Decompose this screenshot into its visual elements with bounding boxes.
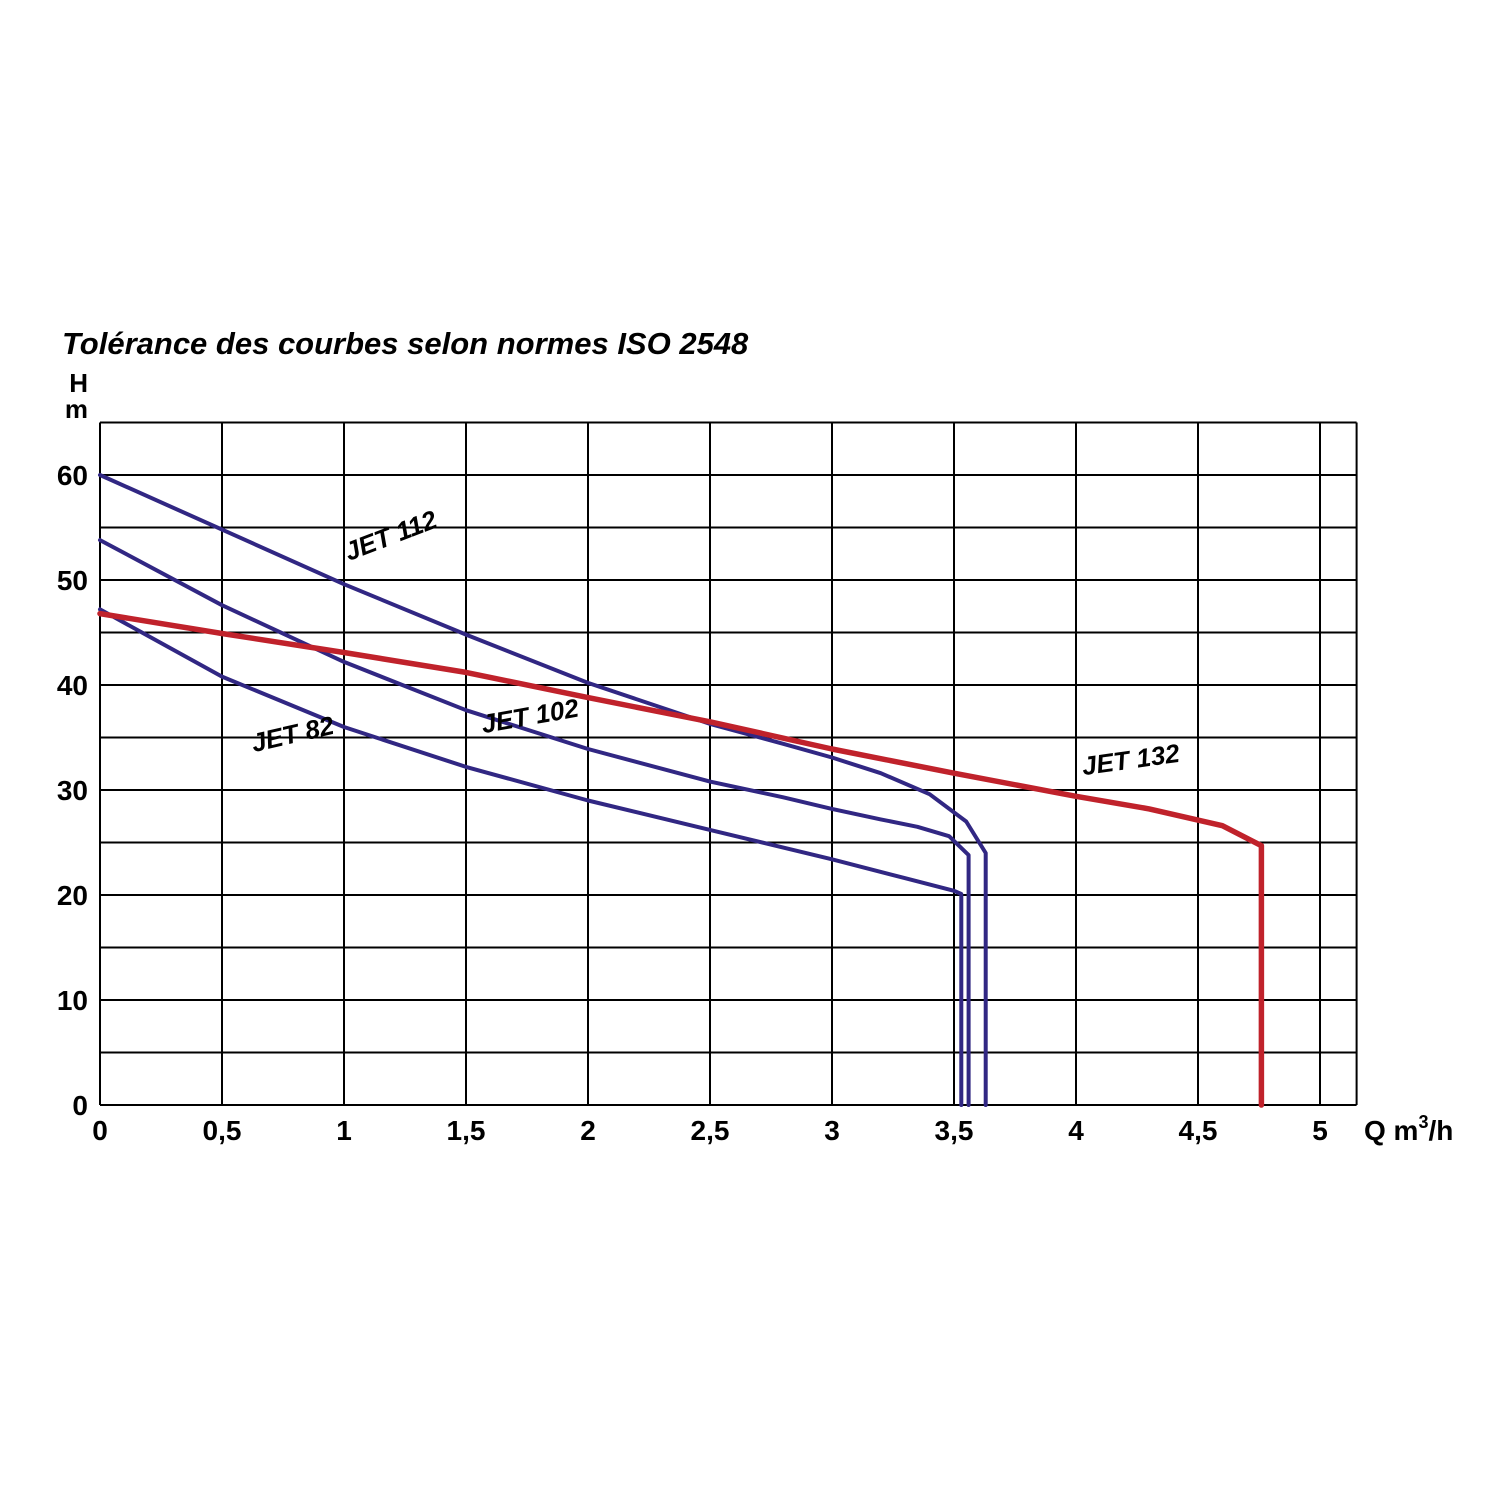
curve-jet-132 [97, 610, 1265, 1108]
curve-label-jet-132: JET 132 [1080, 738, 1182, 781]
x-tick-label: 2,5 [691, 1115, 730, 1146]
curve-label-jet-112: JET 112 [340, 504, 441, 567]
x-tick-label: 4,5 [1179, 1115, 1218, 1146]
y-axis-unit: m [65, 394, 88, 424]
y-tick-label: 50 [57, 565, 88, 596]
y-tick-label: 10 [57, 985, 88, 1016]
curve-jet-82 [98, 607, 964, 1107]
curve-jet-102 [98, 538, 971, 1107]
curve-label-jet-82: JET 82 [248, 710, 337, 758]
y-axis-unit: H [69, 368, 88, 398]
x-tick-label: 3 [824, 1115, 840, 1146]
x-tick-label: 0,5 [203, 1115, 242, 1146]
x-tick-label: 3,5 [935, 1115, 974, 1146]
curve-jet-112 [98, 473, 988, 1107]
x-tick-label: 2 [580, 1115, 596, 1146]
x-tick-label: 5 [1312, 1115, 1328, 1146]
y-tick-label: 0 [72, 1090, 88, 1121]
x-axis-unit: Q m3/h [1364, 1112, 1453, 1146]
y-tick-label: 30 [57, 775, 88, 806]
x-tick-label: 1,5 [447, 1115, 486, 1146]
y-tick-label: 20 [57, 880, 88, 911]
x-tick-label: 0 [92, 1115, 108, 1146]
x-tick-label: 4 [1068, 1115, 1084, 1146]
chart-title: Tolérance des courbes selon normes ISO 2… [62, 326, 749, 361]
x-tick-label: 1 [336, 1115, 352, 1146]
y-tick-label: 40 [57, 670, 88, 701]
y-tick-label: 60 [57, 460, 88, 491]
